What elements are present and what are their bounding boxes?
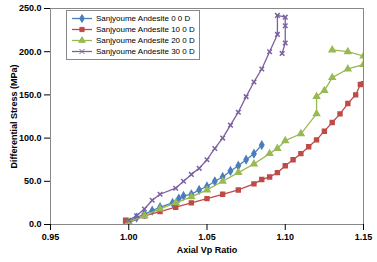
svg-text:50.0: 50.0 (24, 176, 42, 186)
svg-text:1.05: 1.05 (198, 232, 216, 242)
html-text:Sanjyoume Andesite 10 0 D: Sanjyoume Andesite 10 0 D (96, 25, 195, 34)
svg-text:200.0: 200.0 (19, 47, 42, 57)
svg-text:1.15: 1.15 (355, 232, 373, 242)
svg-text:Differential Stress (MPa): Differential Stress (MPa) (9, 64, 19, 168)
svg-text:250.0: 250.0 (19, 3, 42, 13)
html-text:Sanjyoume Andesite 30 0 D: Sanjyoume Andesite 30 0 D (96, 47, 195, 56)
svg-text:150.0: 150.0 (19, 90, 42, 100)
html-text:Sanjyoume Andesite 0 0 D: Sanjyoume Andesite 0 0 D (96, 14, 191, 23)
svg-text:100.0: 100.0 (19, 133, 42, 143)
html-text:Sanjyoume Andesite 20 0 D: Sanjyoume Andesite 20 0 D (96, 36, 195, 45)
svg-text:Axial Vp Ratio: Axial Vp Ratio (177, 245, 238, 255)
svg-text:1.10: 1.10 (276, 232, 294, 242)
svg-text:0.0: 0.0 (29, 219, 42, 229)
svg-text:1.00: 1.00 (120, 232, 138, 242)
svg-text:0.95: 0.95 (42, 232, 60, 242)
